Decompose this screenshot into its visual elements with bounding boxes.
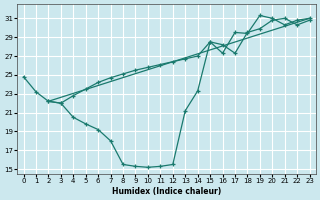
X-axis label: Humidex (Indice chaleur): Humidex (Indice chaleur) [112,187,221,196]
